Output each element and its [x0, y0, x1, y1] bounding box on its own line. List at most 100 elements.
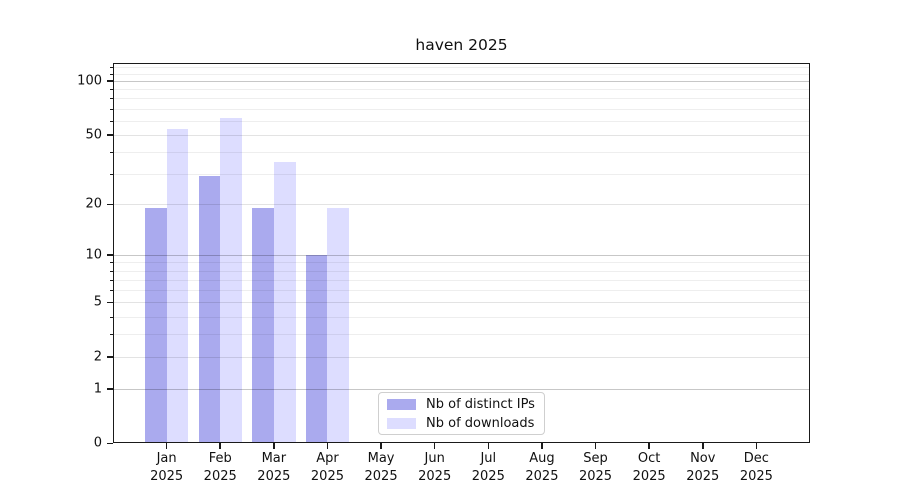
legend: Nb of distinct IPs Nb of downloads — [378, 392, 545, 435]
y-tick-minor-90 — [109, 89, 113, 91]
month-line: Jul — [480, 451, 497, 466]
month-line: Jun — [424, 451, 445, 466]
x-tick-label-mar: Mar 2025 — [257, 450, 290, 485]
x-tick-jan — [165, 443, 168, 449]
y-tick-1 — [107, 388, 113, 390]
y-tick-label-0: 0 — [93, 435, 102, 451]
x-tick-label-may: May 2025 — [365, 450, 398, 485]
year-line: 2025 — [686, 468, 720, 484]
y-tick-minor-110 — [109, 73, 113, 75]
gridline-minor-60 — [113, 120, 810, 122]
bar-downloads-apr — [327, 208, 350, 443]
bar-downloads-mar — [273, 161, 296, 443]
x-tick-jun — [433, 443, 436, 449]
y-tick-label-10: 10 — [85, 247, 102, 263]
gridline-minor-90 — [113, 89, 810, 91]
x-tick-label-sep: Sep 2025 — [579, 450, 612, 485]
x-tick-label-jun: Jun 2025 — [418, 450, 451, 485]
y-tick-20 — [107, 203, 113, 206]
month-line: Jan — [156, 451, 177, 466]
bar-distinct-ips-mar — [252, 208, 274, 443]
x-tick-label-nov: Nov 2025 — [686, 450, 719, 485]
x-tick-label-feb: Feb 2025 — [204, 450, 237, 485]
month-line: Nov — [690, 451, 716, 466]
x-tick-label-jan: Jan 2025 — [150, 450, 183, 485]
legend-swatch-downloads — [387, 417, 416, 429]
year-line: 2025 — [525, 468, 559, 484]
y-tick-minor-6 — [109, 290, 113, 292]
month-line: Apr — [316, 451, 339, 466]
year-line: 2025 — [310, 468, 344, 484]
gridline-minor-4 — [113, 316, 810, 318]
year-line: 2025 — [150, 468, 184, 484]
y-tick-minor-70 — [109, 108, 113, 110]
y-tick-0 — [107, 442, 113, 444]
y-tick-minor-120 — [109, 66, 113, 68]
gridline-minor-9 — [113, 262, 810, 264]
month-line: Oct — [637, 451, 661, 466]
bar-downloads-feb — [220, 117, 242, 443]
x-tick-jul — [487, 443, 490, 449]
x-tick-label-jul: Jul 2025 — [472, 450, 505, 485]
gridline-100 — [113, 80, 810, 82]
bar-distinct-ips-apr — [305, 254, 328, 443]
gridline-minor-30 — [113, 173, 810, 175]
y-tick-100 — [107, 80, 113, 82]
y-tick-label-5: 5 — [93, 294, 102, 310]
month-line: May — [367, 451, 395, 466]
gridline-2 — [113, 356, 810, 358]
year-line: 2025 — [632, 468, 666, 484]
gridline-minor-80 — [113, 98, 810, 100]
chart-title: haven 2025 — [415, 36, 508, 54]
year-line: 2025 — [739, 468, 773, 484]
month-line: Feb — [208, 451, 232, 466]
x-tick-apr — [326, 443, 329, 449]
y-tick-label-1: 1 — [93, 381, 102, 397]
y-tick-10 — [107, 254, 113, 256]
y-tick-minor-60 — [109, 120, 113, 122]
y-tick-label-20: 20 — [85, 196, 102, 212]
bar-distinct-ips-feb — [198, 176, 221, 443]
gridline-minor-3 — [113, 334, 810, 336]
y-tick-minor-80 — [109, 98, 113, 100]
x-tick-oct — [648, 443, 650, 449]
legend-item-downloads: Nb of downloads — [387, 416, 536, 431]
gridline-20 — [113, 204, 810, 206]
gridline-1 — [113, 388, 810, 390]
y-tick-5 — [107, 301, 113, 304]
month-line: Aug — [529, 451, 555, 466]
x-tick-mar — [273, 443, 275, 449]
y-tick-minor-4 — [109, 316, 113, 318]
x-tick-label-dec: Dec 2025 — [740, 450, 773, 485]
y-tick-minor-9 — [109, 262, 113, 264]
month-line: Dec — [743, 451, 769, 466]
gridline-minor-110 — [113, 73, 810, 75]
legend-label-distinct-ips: Nb of distinct IPs — [426, 396, 535, 412]
x-tick-label-apr: Apr 2025 — [311, 450, 344, 485]
x-tick-dec — [755, 443, 758, 449]
y-tick-minor-30 — [109, 173, 113, 175]
x-tick-label-oct: Oct 2025 — [633, 450, 666, 485]
year-line: 2025 — [471, 468, 505, 484]
gridline-10 — [113, 254, 810, 256]
gridline-minor-8 — [113, 270, 810, 272]
plot-area — [107, 63, 810, 449]
bar-distinct-ips-jan — [144, 208, 167, 443]
x-tick-aug — [541, 443, 543, 449]
y-tick-label-50: 50 — [85, 127, 102, 143]
year-line: 2025 — [203, 468, 237, 484]
gridline-50 — [113, 134, 810, 136]
gridline-minor-120 — [113, 66, 810, 68]
legend-item-distinct-ips: Nb of distinct IPs — [387, 397, 536, 412]
gridline-minor-6 — [113, 290, 810, 292]
legend-label-downloads: Nb of downloads — [426, 415, 535, 431]
x-tick-label-aug: Aug 2025 — [525, 450, 558, 485]
y-tick-minor-8 — [109, 270, 113, 272]
year-line: 2025 — [418, 468, 452, 484]
x-tick-nov — [702, 443, 704, 449]
month-line: Sep — [583, 451, 608, 466]
x-tick-may — [380, 443, 382, 449]
gridline-minor-70 — [113, 108, 810, 110]
legend-swatch-distinct-ips — [387, 398, 416, 410]
year-line: 2025 — [578, 468, 613, 484]
